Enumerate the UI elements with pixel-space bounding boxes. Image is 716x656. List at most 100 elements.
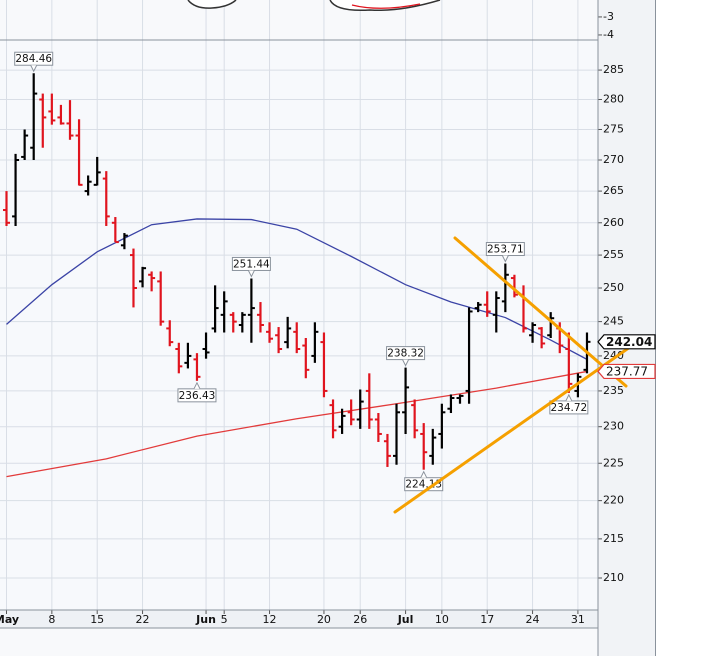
x-axis-background	[0, 610, 598, 628]
annotation-label: 253.71	[487, 244, 524, 256]
ohlc-bar	[465, 307, 473, 404]
value-box-layer: 237.77 242.04	[597, 334, 656, 380]
y-tick-label: 215	[603, 532, 624, 545]
x-tick-label: Jun	[195, 613, 216, 626]
ohlc-bar	[102, 171, 110, 226]
ohlc-bar	[447, 394, 455, 414]
annotation-pointer	[402, 359, 410, 367]
ohlc-bar	[148, 271, 156, 292]
indicator-shape	[329, 0, 441, 12]
x-tick-label: 15	[90, 613, 104, 626]
ohlc-bar	[538, 327, 546, 349]
price-annotation: 253.71	[485, 242, 525, 263]
moving-average-line	[6, 370, 588, 478]
ohlc-bar	[247, 278, 255, 343]
y-tick-label: 245	[603, 315, 624, 328]
y-tick-label: 225	[603, 456, 624, 469]
ohlc-bar	[302, 337, 310, 379]
ohlc-bar	[429, 428, 437, 465]
ohlc-bar	[393, 403, 401, 465]
annotation-label: 251.44	[233, 258, 270, 270]
ohlc-bar	[21, 129, 29, 161]
ohlc-bar	[420, 423, 428, 470]
last-value-pointer	[597, 334, 656, 350]
indicator-background	[0, 0, 598, 40]
ohlc-bar	[275, 327, 283, 354]
y-tick-label: 280	[603, 93, 624, 106]
ohlc-bar	[75, 119, 83, 186]
ohlc-bar	[139, 266, 147, 288]
x-tick-label: 24	[526, 613, 540, 626]
indicator-shape	[351, 3, 421, 9]
ohlc-bar	[284, 316, 292, 349]
label-layer: 284.46 251.44 238.32 253.71 236.43 224.13 234.…	[14, 51, 589, 492]
annotation-pointer	[30, 65, 38, 73]
price-annotation: 251.44	[231, 256, 271, 278]
y-tick-label: 255	[603, 248, 624, 261]
y-tick-label: 230	[603, 420, 624, 433]
annotation-pointer	[501, 255, 509, 263]
annotation-pointer	[247, 270, 255, 278]
ohlc-bar	[120, 233, 128, 250]
price-annotation: 236.43	[177, 381, 217, 403]
y-tick-label: 260	[603, 216, 624, 229]
ohlc-bar	[48, 93, 56, 125]
ohlc-bar	[456, 394, 464, 404]
indicator-shape	[187, 0, 237, 9]
ohlc-bar	[84, 175, 92, 196]
x-tick-label: 5	[221, 613, 228, 626]
ohlc-bar	[547, 312, 555, 338]
ohlc-bar	[565, 332, 573, 393]
ohlc-bar	[39, 93, 47, 148]
x-tick-label: 26	[353, 613, 367, 626]
ohlc-bar	[383, 433, 391, 467]
price-annotation: 284.46	[14, 51, 54, 73]
ohlc-bar	[256, 302, 264, 333]
ohlc-bar	[12, 153, 20, 226]
moving-average-line	[6, 218, 588, 360]
ohlc-bar	[529, 322, 537, 343]
annotation-pointer	[193, 381, 201, 390]
y-tick-label: 250	[603, 281, 624, 294]
ohlc-bar	[93, 156, 101, 186]
y-tick-label: 235	[603, 384, 624, 397]
ohlc-bar	[30, 73, 38, 161]
ohlc-bar	[193, 353, 201, 381]
ohlc-bar	[402, 367, 410, 434]
ohlc-bar	[311, 322, 319, 363]
ohlc-bar	[229, 312, 237, 333]
last-value-box: 242.04	[597, 334, 656, 350]
ohlc-bar	[438, 403, 446, 449]
ohlc-bar	[266, 322, 274, 343]
ohlc-bar	[293, 322, 301, 354]
annotation-label: 234.72	[550, 402, 587, 414]
ohlc-bar	[238, 312, 246, 333]
ohlc-bar	[329, 399, 337, 439]
last-value-box: 237.77	[597, 363, 656, 380]
y-tick-label: -3	[603, 10, 614, 23]
annotation-label: 284.46	[15, 53, 52, 65]
ohlc-bar	[501, 263, 509, 313]
ohlc-bar	[347, 399, 355, 426]
x-tick-label: 8	[48, 613, 55, 626]
x-tick-label: 17	[480, 613, 494, 626]
ohlc-bar	[129, 248, 137, 308]
last-value-label: 237.77	[606, 364, 648, 378]
y-tick-label: 275	[603, 122, 624, 135]
ohlc-bar	[483, 291, 491, 317]
ohlc-bar	[510, 274, 518, 298]
ohlc-bar	[474, 302, 482, 313]
ohlc-bar	[157, 271, 165, 326]
y-tick-label: 220	[603, 494, 624, 507]
price-annotation: 238.32	[386, 346, 426, 367]
x-tick-label: Jul	[397, 613, 414, 626]
ohlc-bar	[374, 413, 382, 442]
x-tick-label: 20	[317, 613, 331, 626]
axis-background	[598, 0, 655, 656]
ohlc-bar	[411, 399, 419, 439]
annotation-label: 236.43	[179, 390, 216, 402]
trend-line	[453, 236, 628, 388]
lower-panel-background	[0, 628, 598, 656]
